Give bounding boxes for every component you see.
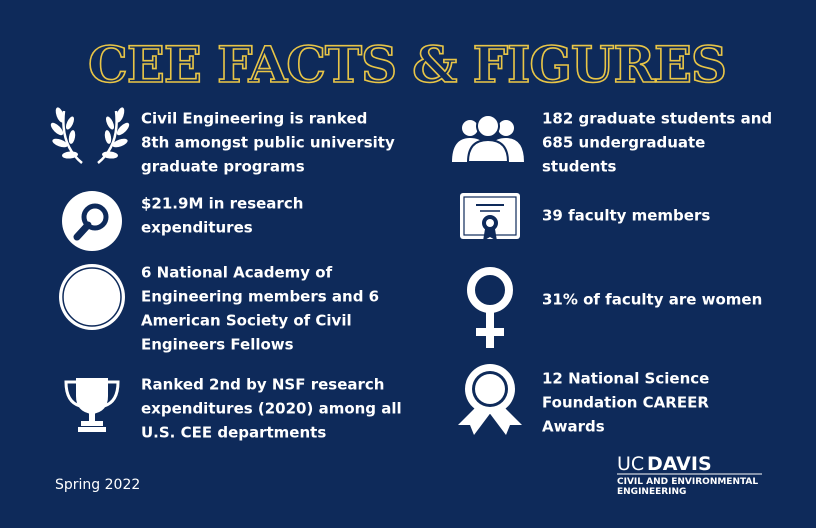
title: CEE FACTS & FIGURES bbox=[88, 35, 728, 94]
icon-part bbox=[466, 138, 510, 163]
icon-part bbox=[498, 120, 514, 136]
fact-text: expenditures bbox=[141, 219, 253, 237]
icon-part bbox=[104, 130, 112, 144]
icon-part bbox=[89, 412, 95, 422]
logo-dept: CIVIL AND ENVIRONMENTAL bbox=[617, 477, 758, 487]
award-icon bbox=[458, 364, 522, 435]
fact-text: 8th amongst public university bbox=[141, 134, 395, 152]
icon-part bbox=[81, 421, 103, 426]
fact-text: 12 National Science bbox=[542, 370, 709, 388]
fact-text: Foundation CAREER bbox=[542, 394, 709, 412]
people-icon bbox=[452, 114, 524, 163]
icon-part bbox=[55, 107, 65, 123]
icon-part bbox=[62, 191, 122, 251]
icon-part bbox=[116, 122, 130, 136]
icon-part bbox=[78, 427, 106, 432]
fact-text: Civil Engineering is ranked bbox=[141, 110, 367, 128]
logo-dept: ENGINEERING bbox=[617, 487, 686, 497]
magnifier-icon bbox=[62, 191, 122, 251]
icon-part bbox=[476, 114, 500, 138]
icon-part bbox=[52, 138, 68, 148]
fact-text: Awards bbox=[542, 418, 605, 436]
icon-part bbox=[115, 107, 125, 123]
icon-part bbox=[73, 221, 92, 241]
trophy-icon bbox=[64, 378, 120, 432]
icon-part bbox=[483, 229, 497, 241]
fact-text: 182 graduate students and bbox=[542, 110, 772, 128]
icon-part bbox=[62, 267, 122, 327]
fact-text: 39 faculty members bbox=[542, 207, 710, 225]
icon-part bbox=[486, 219, 494, 227]
icon-part bbox=[81, 203, 109, 231]
icon-part bbox=[102, 151, 118, 159]
icon-part bbox=[112, 138, 128, 148]
fact-text: $21.9M in research bbox=[141, 195, 303, 213]
fact-text: expenditures (2020) among all bbox=[141, 400, 402, 418]
logo-davis: DAVIS bbox=[647, 453, 712, 475]
icon-part bbox=[62, 151, 78, 159]
fact-text: Engineers Fellows bbox=[141, 336, 294, 354]
icon-part bbox=[475, 374, 505, 404]
fact-text: Ranked 2nd by NSF research bbox=[141, 376, 384, 394]
icon-part bbox=[462, 120, 478, 136]
icon-part bbox=[103, 380, 120, 408]
icon-part bbox=[64, 380, 81, 408]
fact-text: 6 National Academy of bbox=[141, 264, 333, 282]
date: Spring 2022 bbox=[55, 477, 140, 493]
laurel-icon bbox=[50, 107, 130, 164]
seal-icon bbox=[59, 264, 125, 330]
fact-text: students bbox=[542, 158, 617, 176]
icon-part bbox=[76, 378, 108, 414]
icon-part bbox=[65, 116, 75, 130]
fact-text: Engineering members and 6 bbox=[141, 288, 379, 306]
icon-part bbox=[68, 130, 76, 144]
fact-text: 31% of faculty are women bbox=[542, 291, 762, 309]
icon-part bbox=[105, 116, 115, 130]
logo: UC DAVIS CIVIL AND ENVIRONMENTAL ENGINEE… bbox=[617, 453, 762, 497]
icon-part bbox=[65, 270, 119, 324]
fact-text: graduate programs bbox=[141, 158, 305, 176]
fact-text: 685 undergraduate bbox=[542, 134, 705, 152]
certificate-icon bbox=[460, 193, 520, 241]
logo-uc: UC bbox=[617, 453, 644, 475]
female-icon bbox=[467, 267, 513, 348]
fact-text: U.S. CEE departments bbox=[141, 424, 326, 442]
icon-part bbox=[50, 122, 64, 136]
fact-text: American Society of Civil bbox=[141, 312, 352, 330]
